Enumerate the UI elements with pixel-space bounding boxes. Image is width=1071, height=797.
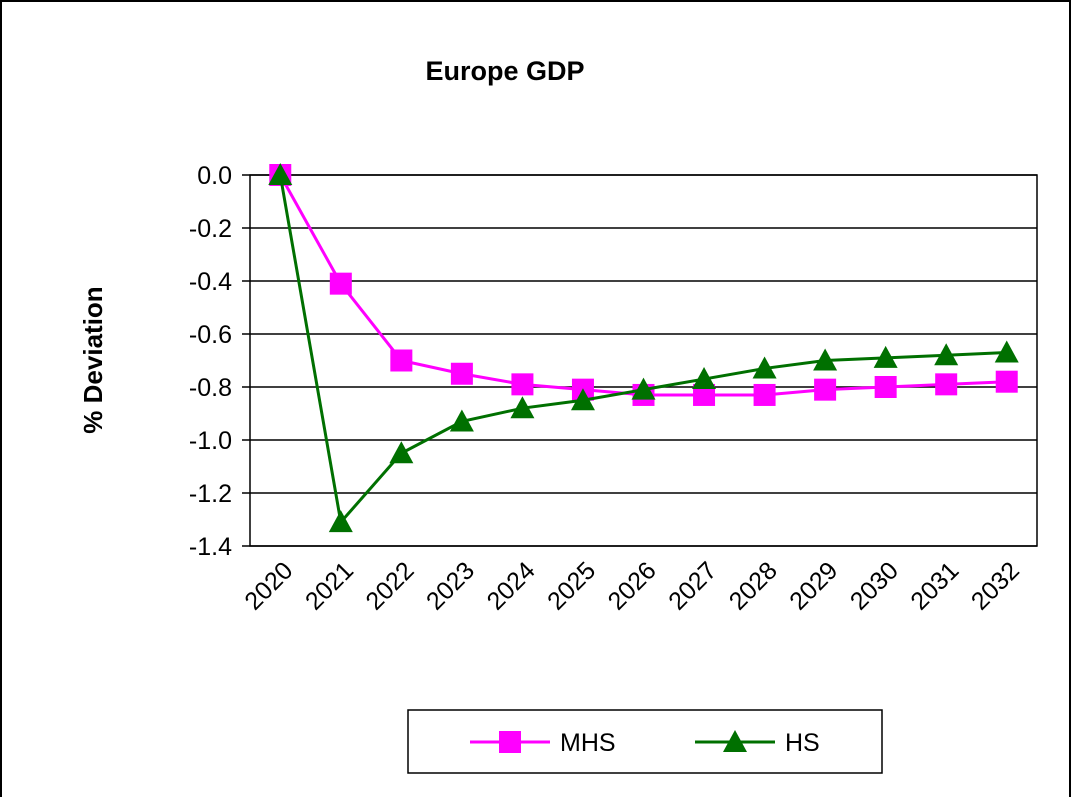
- y-tick-label: -0.2: [189, 215, 232, 243]
- y-tick-label: 0.0: [197, 162, 232, 190]
- marker-triangle: [723, 730, 747, 752]
- y-tick-label: -0.6: [189, 321, 232, 349]
- marker-triangle: [449, 409, 474, 432]
- marker-triangle: [873, 345, 898, 368]
- chart-title: Europe GDP: [425, 56, 584, 86]
- y-tick-label: -1.0: [189, 427, 232, 455]
- marker-triangle: [631, 377, 656, 400]
- marker-triangle: [570, 388, 595, 411]
- y-tick-label: -0.4: [189, 268, 232, 296]
- marker-triangle: [934, 343, 959, 366]
- marker-square: [753, 383, 776, 406]
- marker-square: [814, 378, 837, 401]
- marker-square: [935, 373, 958, 396]
- marker-triangle: [752, 356, 777, 379]
- marker-triangle: [692, 367, 717, 390]
- marker-triangle: [813, 348, 838, 371]
- marker-square: [499, 731, 521, 753]
- marker-triangle: [328, 510, 353, 533]
- marker-square: [995, 370, 1018, 393]
- marker-triangle: [389, 441, 414, 464]
- y-tick-label: -0.8: [189, 374, 232, 402]
- marker-square: [329, 272, 352, 295]
- legend-label: MHS: [560, 729, 616, 757]
- y-axis-label: % Deviation: [78, 286, 108, 433]
- marker-square: [693, 383, 716, 406]
- marker-triangle: [268, 163, 293, 185]
- marker-triangle: [994, 340, 1019, 363]
- marker-square: [390, 349, 413, 372]
- y-tick-label: -1.2: [189, 480, 232, 508]
- marker-square: [450, 362, 473, 385]
- y-tick-label: -1.4: [189, 533, 232, 561]
- marker-square: [511, 373, 534, 396]
- marker-triangle: [510, 396, 535, 419]
- marker-square: [874, 376, 897, 398]
- legend-label: HS: [785, 729, 820, 757]
